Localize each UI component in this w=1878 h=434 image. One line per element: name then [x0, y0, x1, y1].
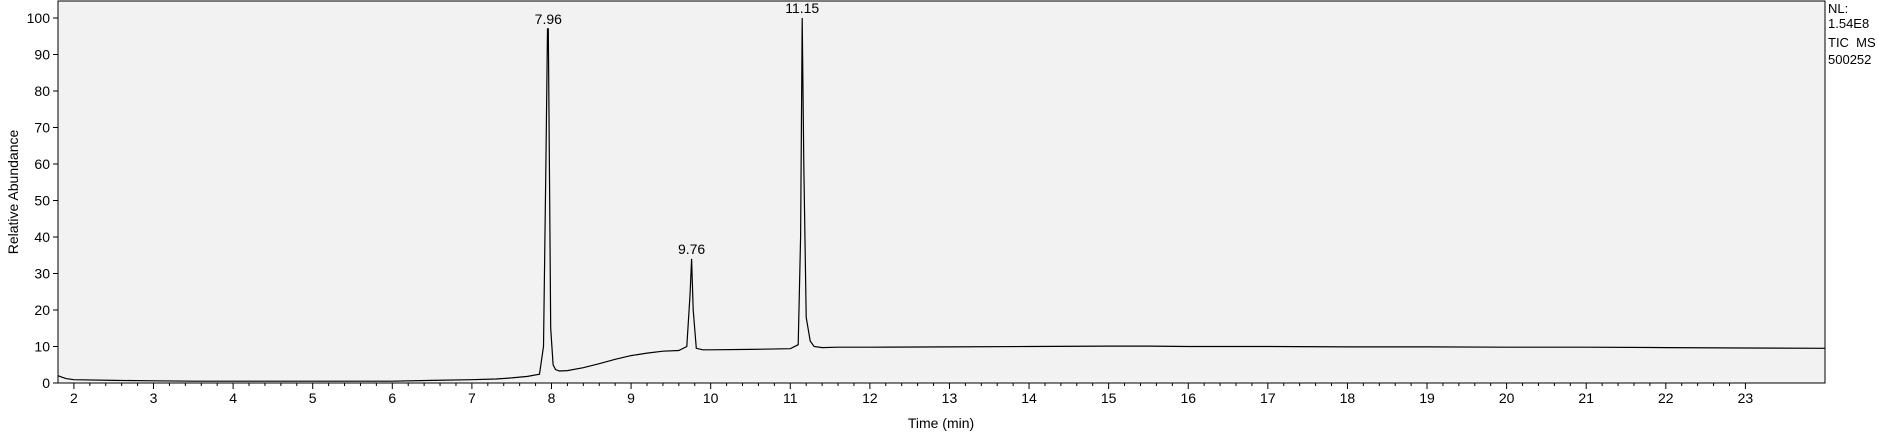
x-tick-label: 15 — [1101, 390, 1117, 406]
x-tick-label: 16 — [1180, 390, 1196, 406]
peak-label: 11.15 — [785, 0, 819, 16]
y-tick-label: 30 — [34, 266, 50, 282]
nl-value: 1.54E8 — [1828, 16, 1870, 31]
y-tick-label: 0 — [42, 375, 50, 391]
x-axis-title: Time (min) — [908, 415, 974, 431]
x-tick-label: 22 — [1658, 390, 1674, 406]
y-tick-label: 70 — [34, 120, 50, 136]
x-tick-label: 8 — [548, 390, 556, 406]
y-tick-label: 60 — [34, 156, 50, 172]
x-tick-label: 6 — [388, 390, 396, 406]
x-tick-label: 5 — [309, 390, 317, 406]
x-tick-label: 23 — [1738, 390, 1754, 406]
y-tick-label: 40 — [34, 229, 50, 245]
x-tick-label: 18 — [1340, 390, 1356, 406]
x-tick-label: 10 — [703, 390, 719, 406]
nl-label: NL: — [1828, 1, 1849, 16]
y-axis-title: Relative Abundance — [5, 130, 21, 255]
x-tick-label: 19 — [1419, 390, 1435, 406]
peak-label: 9.76 — [678, 241, 705, 257]
x-tick-label: 2 — [70, 390, 78, 406]
x-tick-label: 21 — [1578, 390, 1594, 406]
y-tick-label: 10 — [34, 339, 50, 355]
trace-type-label: TIC MS — [1828, 35, 1876, 50]
tic-trace-line — [57, 17, 1826, 382]
y-tick-label: 100 — [27, 10, 51, 26]
sample-id-label: 500252 — [1828, 52, 1872, 67]
plot-area — [57, 0, 1826, 384]
y-tick-label: 50 — [34, 193, 50, 209]
y-tick-label: 80 — [34, 83, 50, 99]
x-tick-label: 20 — [1499, 390, 1515, 406]
x-tick-label: 11 — [783, 390, 798, 406]
x-tick-label: 17 — [1260, 390, 1276, 406]
x-tick-label: 9 — [627, 390, 635, 406]
peak-label: 7.96 — [535, 11, 562, 27]
x-tick-label: 4 — [229, 390, 237, 406]
x-tick-label: 12 — [862, 390, 878, 406]
y-tick-label: 90 — [34, 47, 50, 63]
x-tick-label: 7 — [468, 390, 476, 406]
x-tick-label: 14 — [1021, 390, 1037, 406]
y-tick-label: 20 — [34, 302, 50, 318]
x-tick-label: 13 — [942, 390, 958, 406]
x-tick-label: 3 — [150, 390, 158, 406]
